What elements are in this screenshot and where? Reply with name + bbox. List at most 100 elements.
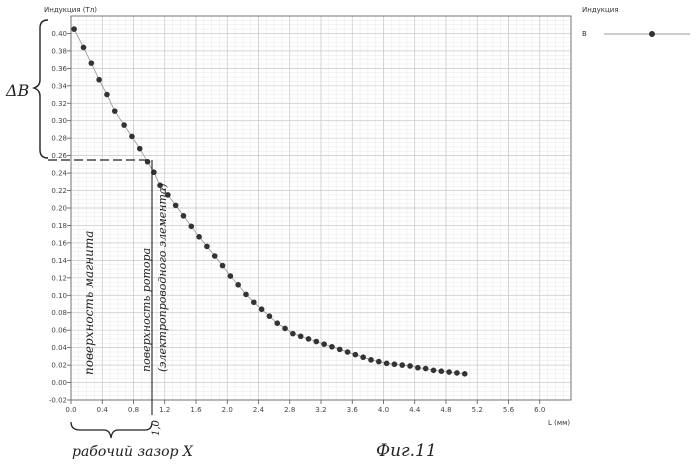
data-point	[446, 369, 452, 375]
data-point	[258, 306, 265, 313]
y-tick-label: 0.22	[51, 187, 67, 195]
y-tick-label: 0.40	[51, 30, 67, 38]
y-tick-label: 0.18	[51, 222, 67, 230]
data-point	[96, 76, 102, 83]
data-point	[219, 262, 226, 269]
data-point	[430, 367, 437, 374]
x-tick-label: 3.2	[315, 406, 326, 414]
y-tick-label: 0.06	[51, 327, 67, 335]
x-tick-label: 5.2	[472, 406, 483, 414]
x-tick-label: 0.0	[65, 406, 76, 414]
data-point	[165, 192, 171, 198]
legend: Индукция B	[582, 6, 690, 38]
y-tick-label: 0.20	[51, 205, 67, 213]
y-tick-label: 0.26	[51, 152, 67, 160]
x-tick-label: 4.0	[378, 406, 389, 414]
axes: 0.0 0.4 0.8 1.2 1.6 2.0 2.4 2.8 3.2 3.6 4.0 4.4 4.8 5…	[49, 15, 572, 414]
x-tick-label: 4.4	[409, 406, 421, 414]
data-point	[188, 223, 195, 230]
data-point	[104, 91, 110, 98]
y-tick-label: 0.28	[51, 135, 67, 143]
data-point	[172, 202, 179, 209]
y-tick-label: 0.04	[51, 344, 67, 352]
x-tick-label: 0.4	[97, 406, 109, 414]
data-point	[211, 253, 218, 259]
data-point	[454, 370, 460, 376]
gap-end-tick-label: 1,0	[151, 419, 162, 436]
data-point	[305, 336, 312, 342]
working-gap-label: рабочий зазор X	[72, 444, 194, 460]
data-point	[111, 108, 118, 114]
data-point	[88, 60, 95, 66]
data-point	[415, 364, 421, 371]
data-point	[376, 358, 382, 365]
data-point	[196, 234, 202, 240]
y-tick-label: 0.24	[51, 170, 67, 178]
x-axis-title: L (мм)	[548, 419, 570, 427]
delta-b-label: ΔB	[5, 81, 30, 100]
data-point	[290, 330, 296, 337]
y-axis-title: Индукция (Тл)	[44, 6, 97, 14]
y-tick-label: 0.10	[51, 292, 67, 300]
data-point	[407, 363, 413, 369]
x-tick-label: 2.4	[253, 406, 265, 414]
y-tick-label: 0.34	[51, 82, 67, 90]
data-point	[282, 325, 288, 332]
y-tick-label: 0.30	[51, 117, 67, 125]
data-point	[352, 351, 359, 358]
data-point	[313, 338, 320, 345]
series-layer	[71, 26, 468, 377]
data-point	[383, 360, 390, 367]
x-tick-label: 5.6	[503, 406, 515, 414]
figure-label: Фиг.11	[376, 441, 437, 461]
y-tick-label: 0.02	[51, 362, 67, 370]
data-point	[235, 282, 241, 288]
data-point	[266, 313, 273, 320]
legend-title: Индукция	[582, 6, 619, 14]
series-line-B	[73, 28, 465, 375]
data-point	[227, 273, 234, 279]
data-point	[157, 182, 163, 189]
x-tick-label: 2.8	[284, 406, 295, 414]
x-tick-label: 1.2	[159, 406, 170, 414]
working-gap-brace-icon	[70, 421, 153, 439]
data-point	[121, 122, 127, 128]
data-point	[399, 362, 406, 368]
y-tick-label: 0.32	[51, 100, 67, 108]
grid	[70, 16, 571, 401]
x-tick-label: 6.0	[534, 406, 545, 414]
data-point	[243, 291, 249, 298]
data-point	[438, 368, 445, 375]
data-point	[336, 346, 343, 353]
data-point	[391, 361, 398, 368]
y-tick-label: 0.14	[51, 257, 67, 265]
y-tick-label: 0.36	[51, 65, 67, 73]
data-point	[80, 44, 87, 51]
y-tick-label: 0.16	[51, 239, 67, 247]
rotor-surface-sublabel: (электропроводного элемента)	[156, 183, 169, 372]
data-point	[204, 243, 210, 250]
x-tick-label: 3.6	[347, 406, 359, 414]
delta-b-brace-icon	[31, 19, 49, 159]
data-point	[136, 145, 143, 152]
data-point	[360, 354, 366, 361]
data-point	[71, 26, 77, 32]
x-tick-label: 4.8	[440, 406, 451, 414]
annotations: ΔB поверхность магнита поверхность ротор…	[5, 19, 437, 461]
data-point	[344, 349, 351, 355]
legend-item-label: B	[582, 30, 587, 38]
data-point	[368, 357, 374, 363]
y-tick-label: -0.02	[49, 397, 67, 405]
data-point	[251, 299, 257, 306]
x-tick-label: 1.6	[190, 406, 202, 414]
plot-frame	[70, 15, 572, 401]
data-point	[297, 333, 304, 340]
legend-marker-icon	[649, 31, 655, 37]
y-tick-label: 0.00	[51, 379, 67, 387]
y-tick-label: 0.12	[51, 274, 67, 282]
data-point	[274, 320, 281, 327]
y-tick-label: 0.08	[51, 309, 67, 317]
data-point	[129, 133, 135, 140]
data-point	[321, 341, 327, 347]
